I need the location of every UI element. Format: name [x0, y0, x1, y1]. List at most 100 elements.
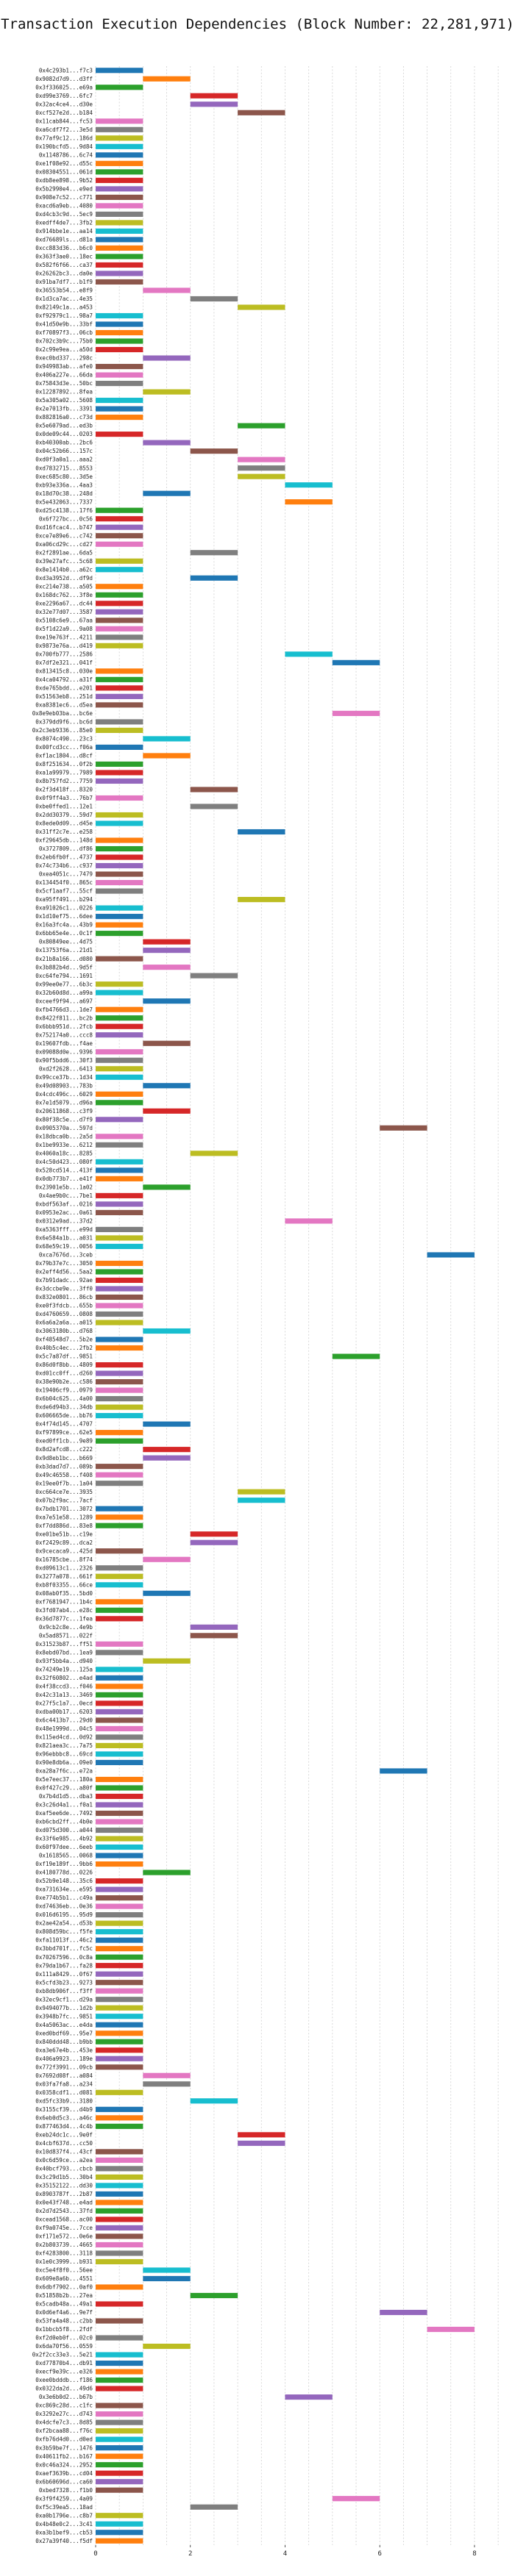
- y-tick-label: 0x5cf1aaf7...55cf: [35, 888, 93, 895]
- dependency-bar: [143, 1421, 191, 1427]
- dependency-bar: [96, 1032, 143, 1038]
- dependency-bar: [143, 1083, 191, 1089]
- dependency-bar: [143, 1590, 191, 1596]
- dependency-bar: [96, 1438, 143, 1444]
- dependency-bar: [96, 1066, 143, 1072]
- dependency-bar: [96, 262, 143, 268]
- dependency-bar: [96, 567, 143, 573]
- dependency-bar: [96, 956, 143, 962]
- y-tick-label: 0xa731634e...e595: [35, 1886, 93, 1893]
- y-tick-label: 0x10d837f4...43cf: [35, 2148, 93, 2155]
- dependency-bar: [96, 2378, 143, 2383]
- y-tick-label: 0x27a39f40...f5df: [35, 2538, 93, 2544]
- y-tick-label: 0xf48548d7...5b2e: [35, 1337, 93, 1343]
- dependency-bar: [96, 744, 143, 751]
- y-tick-label: 0x32ac4ce4...d30e: [35, 101, 93, 107]
- y-tick-label: 0xec685c80...3d5e: [35, 473, 93, 480]
- y-tick-label: 0x908e7c52...c771: [35, 194, 93, 201]
- dependency-bar: [96, 1209, 143, 1215]
- dependency-bar: [332, 1353, 380, 1359]
- dependency-bar: [190, 101, 238, 107]
- y-tick-label: 0x528cd514...413f: [35, 1167, 93, 1173]
- y-tick-label: 0xe774b5b1...c49a: [35, 1895, 93, 1901]
- dependency-bar: [190, 2292, 238, 2299]
- dependency-bar: [190, 1531, 238, 1537]
- dependency-bar: [96, 1573, 143, 1579]
- dependency-bar: [96, 1345, 143, 1351]
- y-tick-label: 0xe2296a67...dc44: [35, 600, 93, 607]
- dependency-bar: [190, 1539, 238, 1545]
- y-tick-label: 0xa95ff491...b294: [35, 896, 93, 903]
- dependency-bar: [332, 659, 380, 665]
- y-tick-label: 0x4cbf637d...cc50: [35, 2140, 93, 2147]
- dependency-bar: [96, 1370, 143, 1376]
- y-tick-label: 0x111a8429...0f67: [35, 1971, 93, 1978]
- dependency-bar: [96, 812, 143, 818]
- dependency-bar: [143, 76, 191, 82]
- dependency-bar: [143, 287, 191, 293]
- dependency-bar: [96, 1260, 143, 1267]
- dependency-bar: [96, 1387, 143, 1393]
- y-tick-label: 0x1be9933e...6212: [35, 1142, 93, 1148]
- dependency-bar: [96, 1057, 143, 1063]
- y-tick-label: 0x0953e2ac...0a61: [35, 1209, 93, 1216]
- dependency-bar: [96, 1616, 143, 1622]
- y-tick-label: 0x20611868...c3f9: [35, 1108, 93, 1115]
- y-tick-label: 0x79da1b67...fa28: [35, 1962, 93, 1969]
- y-tick-label: 0xeb24dc1c...9e0f: [35, 2131, 93, 2138]
- y-tick-label: 0xd77870b4...db91: [35, 2360, 93, 2366]
- dependency-bar: [96, 1514, 143, 1520]
- dependency-bar: [96, 2462, 143, 2468]
- dependency-bar: [96, 1971, 143, 1977]
- y-tick-label: 0x5e7eec37...180a: [35, 1776, 93, 1783]
- y-tick-label: 0x68e59c19...0056: [35, 1243, 93, 1250]
- y-tick-label: 0xb3dad7d7...089b: [35, 1463, 93, 1470]
- dependency-bar: [96, 1337, 143, 1342]
- y-tick-label: 0x6bb65e4e...0c1f: [35, 930, 93, 937]
- dependency-bar: [96, 2157, 143, 2163]
- y-tick-label: 0xe19e763f...4211: [35, 634, 93, 640]
- y-tick-label: 0x2b803739...4665: [35, 2242, 93, 2248]
- dependency-bar: [96, 186, 143, 192]
- dependency-bar: [96, 516, 143, 522]
- y-tick-label: 0x821aea3c...7a75: [35, 1742, 93, 1749]
- y-tick-label: 0x38e90b2e...c586: [35, 1378, 93, 1385]
- dependency-bar: [96, 905, 143, 911]
- dependency-bar: [238, 465, 285, 471]
- y-tick-label: 0x2eff4d56...5aa2: [35, 1269, 93, 1276]
- dependency-bar: [96, 931, 143, 937]
- y-tick-label: 0xdba00b17...6203: [35, 1709, 93, 1715]
- y-tick-label: 0x2ae42a54...d53b: [35, 1920, 93, 1927]
- y-tick-label: 0x9873e76a...d419: [35, 643, 93, 649]
- y-tick-label: 0xca7676d...3ceb: [39, 1252, 93, 1259]
- y-tick-label: 0xecf9e39c...e326: [35, 2369, 93, 2375]
- dependency-bar: [143, 355, 191, 361]
- y-tick-label: 0xc869c28d...c1fc: [35, 2403, 93, 2409]
- dependency-bar: [96, 1396, 143, 1402]
- dependency-bar: [96, 1751, 143, 1757]
- y-tick-label: 0xc64fe794...1691: [35, 973, 93, 979]
- y-tick-label: 0xf2bcaa88...f76c: [35, 2427, 93, 2434]
- dependency-bar: [96, 1641, 143, 1647]
- dependency-bar: [96, 126, 143, 132]
- y-tick-label: 0x32b60d8d...a99a: [35, 990, 93, 996]
- y-tick-label: 0xd0f3a0a1...aaa2: [35, 457, 93, 463]
- dependency-bar: [96, 676, 143, 682]
- y-tick-label: 0xacd6a9eb...4080: [35, 202, 93, 209]
- dependency-bar: [285, 499, 333, 505]
- dependency-bar: [96, 507, 143, 513]
- dependency-bar: [96, 254, 143, 260]
- dependency-bar: [96, 118, 143, 124]
- y-tick-label: 0x8b757fd2...7759: [35, 778, 93, 784]
- y-tick-label: 0x6a6a2a6a...a015: [35, 1320, 93, 1326]
- y-tick-label: 0x4c50d423...080f: [35, 1159, 93, 1165]
- y-tick-label: 0x2dd30379...59d7: [35, 812, 93, 818]
- dependency-bar: [96, 880, 143, 886]
- dependency-bar: [190, 575, 238, 581]
- dependency-bar: [427, 2326, 475, 2333]
- y-tick-label: 0xde6d94b3...34db: [35, 1404, 93, 1411]
- y-tick-label: 0x3f9f4259...4a09: [35, 2495, 93, 2502]
- y-tick-label: 0xa8381ec6...d5ea: [35, 701, 93, 708]
- dependency-bar: [96, 1269, 143, 1275]
- y-tick-label: 0xa1a99979...7989: [35, 770, 93, 776]
